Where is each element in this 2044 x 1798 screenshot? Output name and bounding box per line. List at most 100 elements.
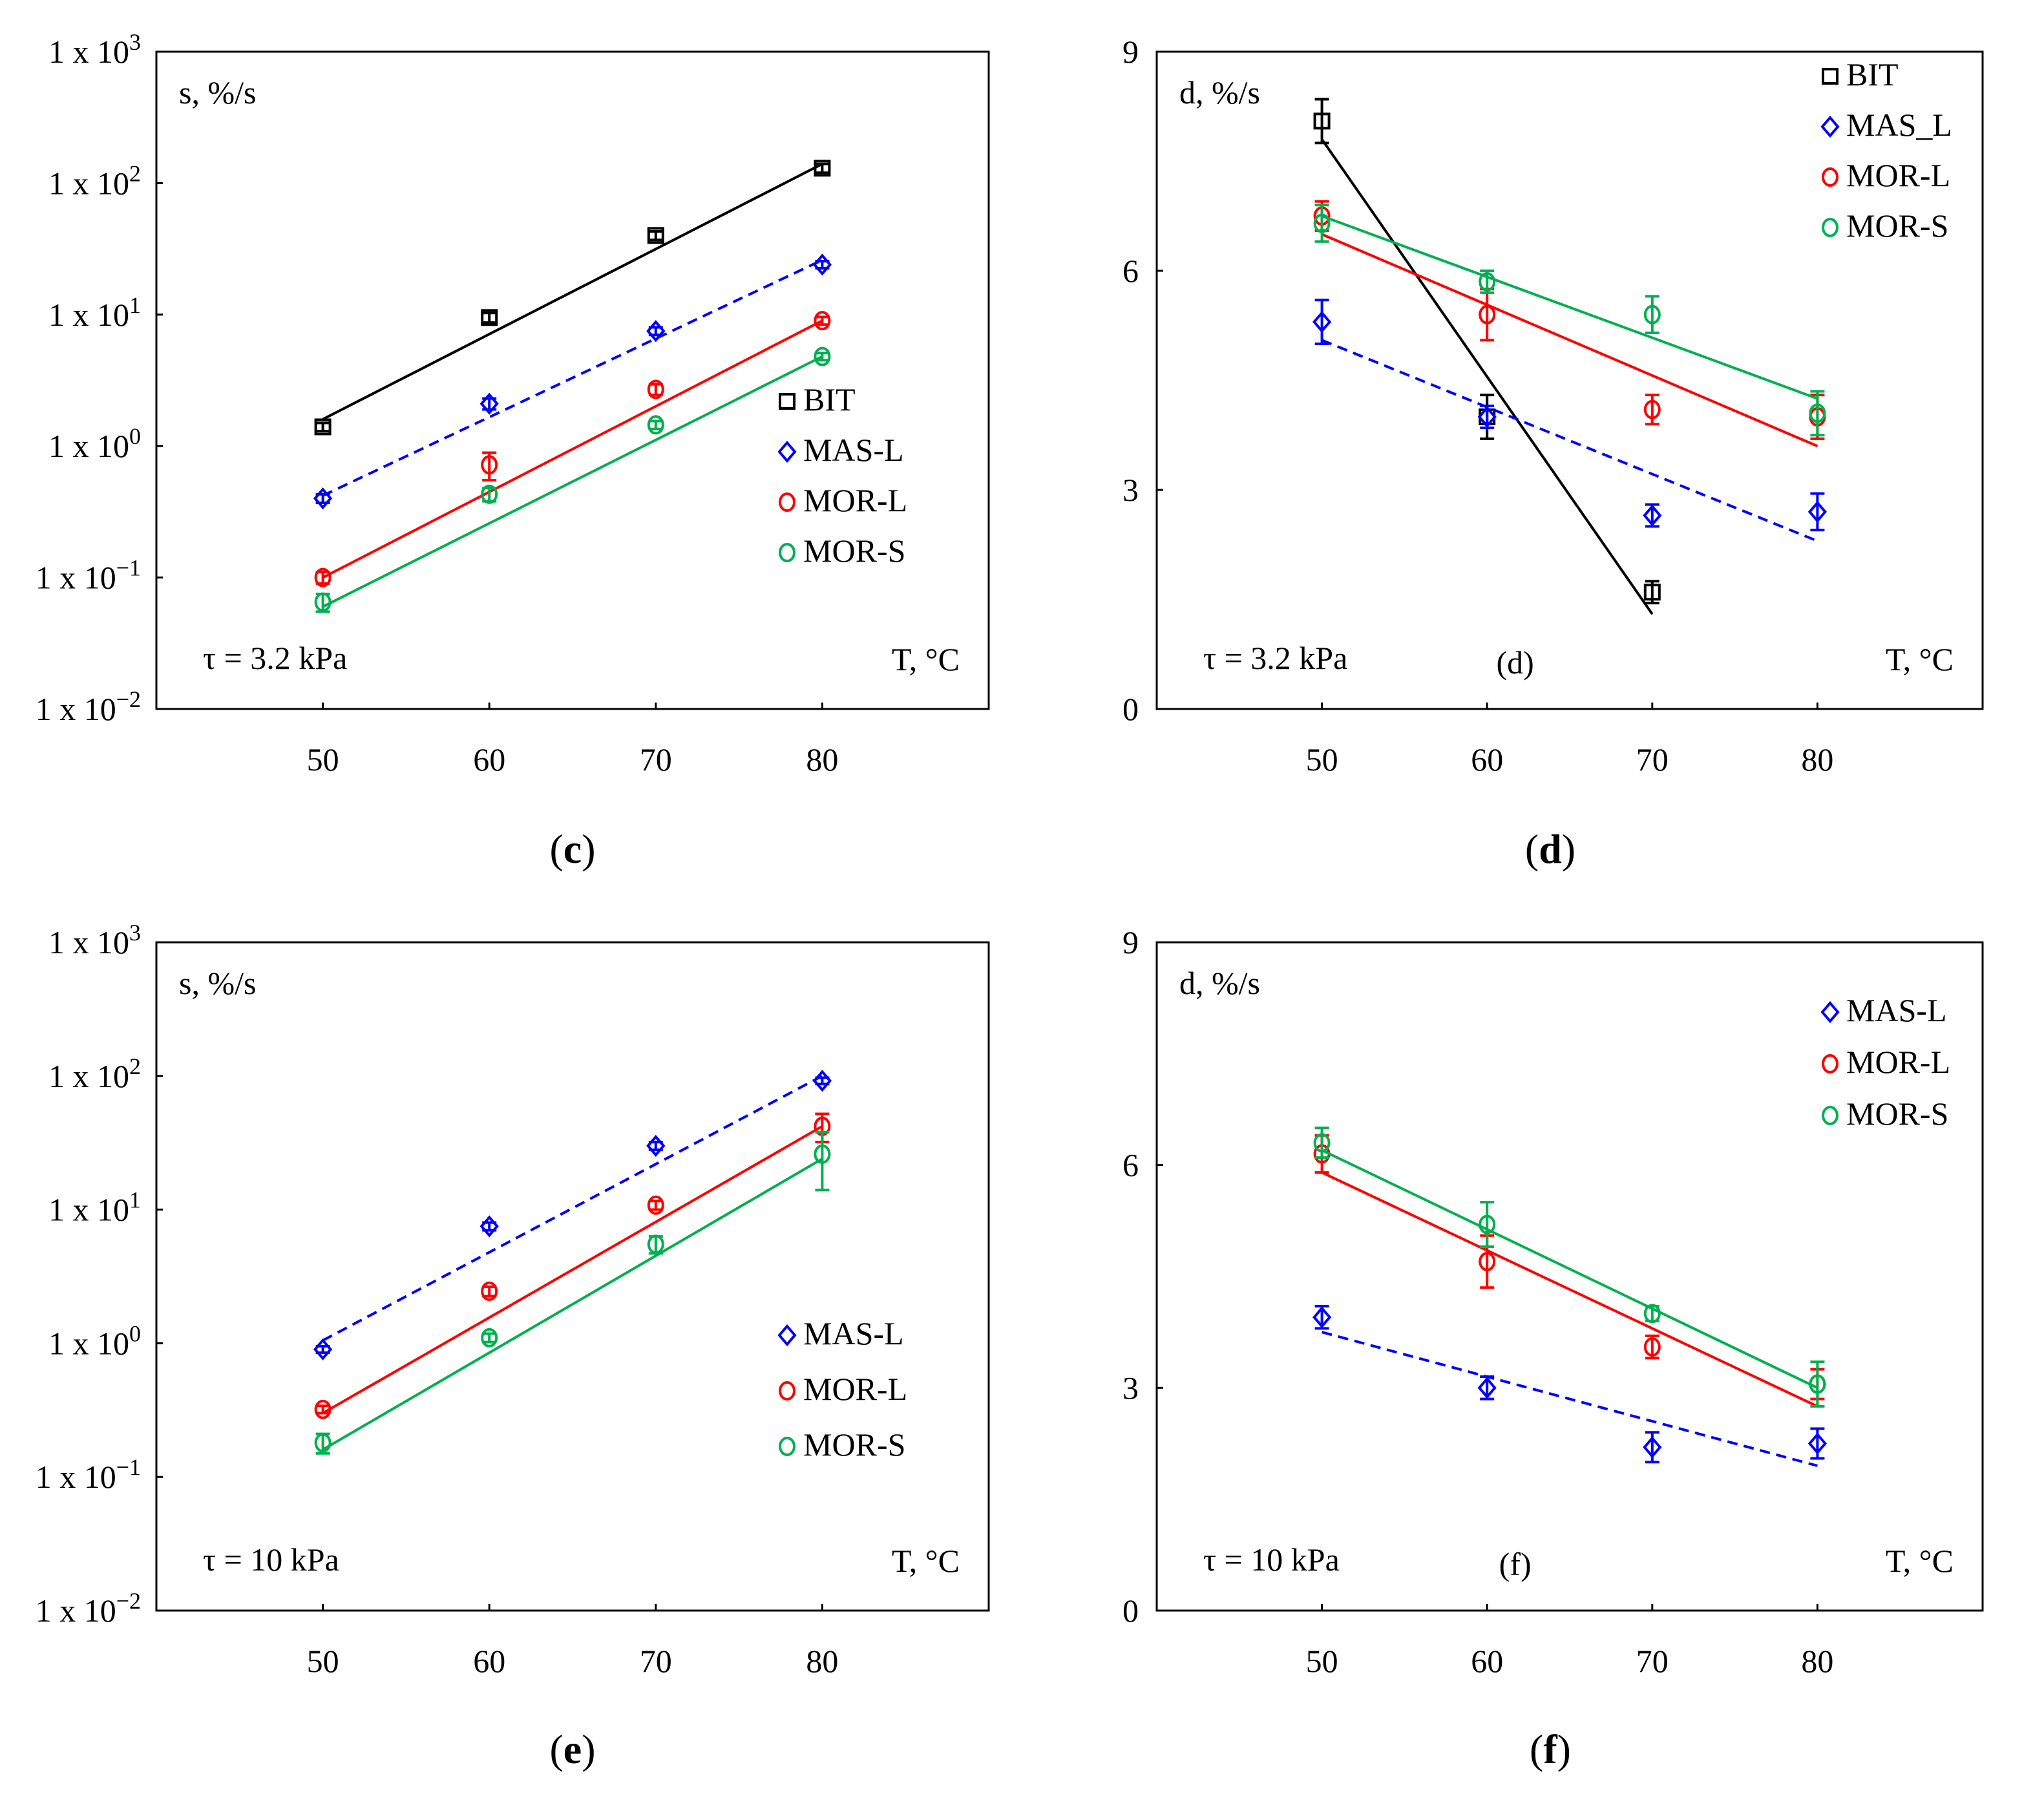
series-mas-l [313, 1070, 832, 1360]
x-tick-label: 50 [1306, 741, 1338, 777]
y-axis-label: s, %/s [179, 74, 256, 111]
y-tick-label: 1 x 102 [48, 1053, 141, 1094]
legend-marker [1822, 1054, 1839, 1074]
x-axis-label: T, °C [892, 641, 960, 677]
legend-entry: BIT [779, 381, 856, 418]
y-tick-label: 6 [1122, 1147, 1139, 1183]
data-point [481, 484, 498, 504]
error-bar [482, 1332, 497, 1344]
fit-line [322, 355, 823, 608]
error-bar [648, 229, 663, 242]
error-bar [482, 1285, 497, 1298]
error-bar [1314, 204, 1329, 243]
series-bit [314, 160, 831, 436]
data-point [481, 1281, 498, 1301]
fit-line [1321, 233, 1818, 448]
chart-c: 1 x 103 1 x 102 1 x 101 1 x 100 1 x 10−1 1 x … [36, 29, 990, 872]
y-tick-label: 1 x 10−2 [36, 1588, 141, 1629]
legend-entry: MOR-L [779, 1371, 907, 1407]
x-tick-label: 70 [1636, 741, 1669, 777]
legend-label: MOR-L [803, 1371, 907, 1407]
data-point [314, 567, 332, 587]
error-bar [1480, 1201, 1495, 1249]
data-point [314, 1399, 332, 1419]
data-point [1313, 213, 1331, 233]
data-point [1479, 304, 1496, 324]
fit-line [1322, 1331, 1818, 1467]
fit-line [1321, 1148, 1818, 1390]
error-bar [815, 162, 830, 175]
fit-line [322, 162, 823, 421]
data-point [1312, 1306, 1332, 1329]
x-tick-label: 80 [806, 741, 838, 777]
chart-f: 9 6 3 0 50 60 70 80 d, %/s T, °C τ = 10 kPa (f) MAS-… [1122, 924, 1984, 1772]
legend-label: MAS_L [1846, 107, 1952, 143]
data-point [1479, 1252, 1496, 1272]
x-tick-label: 80 [1801, 1643, 1833, 1679]
series-mor-l [314, 311, 831, 587]
data-point [1643, 1337, 1661, 1357]
data-point [314, 418, 332, 436]
data-point [1807, 500, 1828, 523]
y-tick-label: 0 [1122, 1592, 1139, 1629]
data-point [1643, 504, 1662, 527]
x-tick-label: 80 [1801, 741, 1833, 777]
y-tick-label: 1 x 100 [48, 423, 141, 464]
data-point [814, 346, 831, 366]
data-point [481, 1327, 498, 1348]
legend-entry: MOR-L [1822, 157, 1950, 193]
series-mor-s [1313, 204, 1826, 437]
x-tick-label: 70 [640, 1643, 672, 1679]
y-tick-label: 3 [1122, 1370, 1139, 1406]
error-bar [815, 352, 830, 362]
data-point [812, 1070, 832, 1092]
fit-line [322, 1075, 823, 1342]
data-point [1312, 311, 1332, 333]
data-point [313, 487, 333, 510]
y-tick-label: 1 x 10−1 [36, 1454, 141, 1495]
x-tick-label: 70 [1636, 1643, 1669, 1679]
data-point [814, 160, 831, 177]
series-mor-s [1313, 1126, 1826, 1408]
data-point [647, 1195, 664, 1215]
x-tick-label: 60 [1471, 1643, 1503, 1679]
shear-stress-annotation: τ = 10 kPa [203, 1541, 339, 1578]
data-point [1809, 403, 1826, 423]
x-tick-label: 50 [307, 1643, 339, 1679]
data-point [647, 1234, 664, 1254]
data-point [479, 1215, 499, 1238]
legend-entry: MAS-L [777, 1315, 904, 1351]
legend-marker [1822, 167, 1839, 187]
figure-caption: (d) [1525, 826, 1575, 872]
legend-label: BIT [803, 381, 856, 418]
legend-marker [1820, 115, 1840, 138]
chart-e: 1 x 103 1 x 102 1 x 101 1 x 100 1 x 10−1 1 x … [36, 920, 990, 1772]
x-tick-label: 80 [806, 1643, 838, 1679]
y-tick-label: 9 [1122, 924, 1139, 960]
series-mas-l [313, 253, 832, 510]
legend-marker [779, 492, 795, 512]
y-tick-label: 9 [1122, 34, 1139, 70]
legend-marker [1822, 1106, 1839, 1125]
data-point [1313, 112, 1331, 130]
legend-entry: MOR-S [779, 1426, 905, 1463]
x-tick-label: 50 [307, 741, 339, 777]
fit-line [322, 1125, 823, 1415]
legend-label: MOR-S [1846, 207, 1948, 244]
error-bar [315, 1404, 330, 1415]
data-point [314, 1433, 332, 1453]
legend-marker [1822, 218, 1839, 237]
plot-frame [1155, 941, 1984, 1612]
y-tick-label: 1 x 10−1 [36, 555, 141, 596]
x-axis-label: T, °C [1886, 641, 1954, 677]
data-point [1479, 271, 1496, 291]
legend-marker [777, 1324, 797, 1347]
data-point [1479, 1214, 1496, 1234]
legend-label: BIT [1846, 56, 1899, 92]
data-point [1643, 584, 1661, 601]
error-bar [1314, 98, 1329, 145]
error-bar [1645, 295, 1659, 335]
chart-d: 9 6 3 0 50 60 70 80 d, %/s T, °C τ = 3.2 kPa (d) BIT… [1122, 34, 1984, 872]
series-mor-l [314, 1112, 831, 1419]
